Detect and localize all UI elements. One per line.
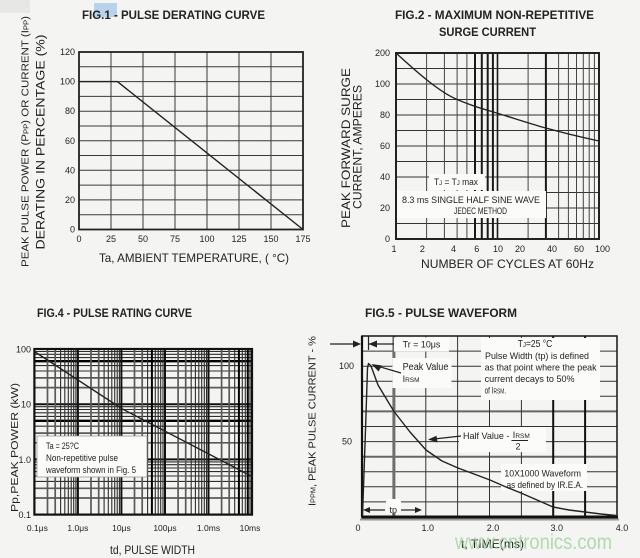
svg-text:100μs: 100μs xyxy=(153,523,176,533)
svg-text:2.0: 2.0 xyxy=(487,523,500,533)
svg-text:tp: tp xyxy=(390,505,398,515)
svg-text:JEDEC METHOD: JEDEC METHOD xyxy=(454,206,507,216)
svg-text:60: 60 xyxy=(574,244,584,254)
svg-text:TJ=25 °C: TJ=25 °C xyxy=(518,339,553,350)
svg-text:40: 40 xyxy=(547,244,557,254)
svg-text:1.0: 1.0 xyxy=(18,455,31,465)
svg-text:1: 1 xyxy=(391,244,396,254)
svg-text:10ms: 10ms xyxy=(240,523,261,533)
svg-text:1.0ms: 1.0ms xyxy=(197,523,220,533)
svg-text:100: 100 xyxy=(16,345,31,355)
svg-text:100: 100 xyxy=(60,77,75,87)
svg-text:PEAK PULSE POWER (PPP) OR CURR: PEAK PULSE POWER (PPP) OR CURRENT (IPP) xyxy=(20,16,32,267)
svg-text:10μs: 10μs xyxy=(112,523,131,533)
svg-text:80: 80 xyxy=(65,106,75,116)
svg-text:80: 80 xyxy=(380,110,390,120)
svg-text:PEAK FORWARD SURGE: PEAK FORWARD SURGE xyxy=(339,68,353,228)
svg-text:100: 100 xyxy=(595,244,610,254)
svg-text:10: 10 xyxy=(21,400,31,410)
svg-text:IRSM: IRSM xyxy=(513,430,530,440)
svg-text:6: 6 xyxy=(474,244,479,254)
svg-text:Ta, AMBIENT TEMPERATURE, ( °C): Ta, AMBIENT TEMPERATURE, ( °C) xyxy=(99,251,289,265)
svg-text:10: 10 xyxy=(493,244,503,254)
svg-text:2: 2 xyxy=(420,244,425,254)
svg-text:175: 175 xyxy=(295,234,310,244)
svg-text:TJ = TJ max: TJ = TJ max xyxy=(434,177,478,187)
svg-text:Tr = 10μs: Tr = 10μs xyxy=(403,340,441,350)
svg-text:1.0μs: 1.0μs xyxy=(67,523,88,533)
svg-text:60: 60 xyxy=(380,141,390,151)
svg-text:60: 60 xyxy=(65,136,75,146)
svg-text:40: 40 xyxy=(380,172,390,182)
svg-text:td, PULSE WIDTH: td, PULSE WIDTH xyxy=(110,543,195,557)
svg-text:8.3 ms SINGLE HALF SINE WAVE: 8.3 ms SINGLE HALF SINE WAVE xyxy=(402,195,540,205)
svg-text:20: 20 xyxy=(515,244,525,254)
svg-text:NUMBER OF CYCLES AT 60Hz: NUMBER OF CYCLES AT 60Hz xyxy=(421,257,594,271)
svg-text:20: 20 xyxy=(65,195,75,205)
svg-text:2: 2 xyxy=(516,442,521,452)
svg-text:4: 4 xyxy=(451,244,456,254)
svg-text:FIG.4 - PULSE RATING CURVE: FIG.4 - PULSE RATING CURVE xyxy=(37,306,192,320)
svg-text:0.1μs: 0.1μs xyxy=(27,523,48,533)
svg-text:125: 125 xyxy=(231,234,246,244)
svg-text:www.cntronics.com: www.cntronics.com xyxy=(454,530,612,554)
svg-text:0.1: 0.1 xyxy=(18,510,31,520)
svg-text:DERATING IN PERCENTAGE (%): DERATING IN PERCENTAGE (%) xyxy=(33,34,47,249)
svg-text:40: 40 xyxy=(65,165,75,175)
svg-text:10X1000 Waveform: 10X1000 Waveform xyxy=(504,468,581,479)
svg-text:100: 100 xyxy=(375,79,390,89)
svg-text:FIG.5 - PULSE WAVEFORM: FIG.5 - PULSE WAVEFORM xyxy=(365,306,517,320)
svg-text:Peak Value: Peak Value xyxy=(403,362,449,373)
svg-text:100: 100 xyxy=(199,234,214,244)
svg-text:0: 0 xyxy=(70,225,75,235)
svg-text:Half Value -: Half Value - xyxy=(463,431,509,442)
svg-text:Pulse Width (tp) is defined: Pulse Width (tp) is defined xyxy=(485,351,589,361)
svg-text:200: 200 xyxy=(375,48,390,58)
svg-text:IPPM, PEAK PULSE CURRENT - %: IPPM, PEAK PULSE CURRENT - % xyxy=(307,336,319,506)
svg-text:120: 120 xyxy=(60,47,75,57)
svg-text:FIG.2 - MAXIMUM NON-REPETITIVE: FIG.2 - MAXIMUM NON-REPETITIVE xyxy=(395,8,594,22)
svg-text:50: 50 xyxy=(138,234,148,244)
svg-text:as defined by IR.E.A.: as defined by IR.E.A. xyxy=(507,479,583,490)
svg-text:CURRENT, AMPERES: CURRENT, AMPERES xyxy=(351,85,365,209)
svg-text:1.0: 1.0 xyxy=(422,523,435,533)
svg-text:0: 0 xyxy=(385,234,390,244)
svg-text:SURGE CURRENT: SURGE CURRENT xyxy=(439,25,537,39)
svg-text:25: 25 xyxy=(106,234,116,244)
svg-text:100: 100 xyxy=(339,361,354,371)
svg-text:50: 50 xyxy=(342,437,352,447)
svg-text:IRSM: IRSM xyxy=(403,374,420,384)
svg-text:4.0: 4.0 xyxy=(616,523,629,533)
svg-text:as that point where the peak: as that point where the peak xyxy=(485,363,597,373)
svg-text:current decays to 50%: current decays to 50% xyxy=(485,374,575,384)
svg-text:Non-repetitive pulse: Non-repetitive pulse xyxy=(46,453,118,463)
svg-text:waveform shown in Fig. 5: waveform shown in Fig. 5 xyxy=(45,465,136,475)
svg-text:3.0: 3.0 xyxy=(551,523,564,533)
svg-text:Ta = 25?C: Ta = 25?C xyxy=(46,441,79,451)
svg-text:FIG.1 - PULSE DERATING CURVE: FIG.1 - PULSE DERATING CURVE xyxy=(82,8,265,22)
svg-text:0: 0 xyxy=(355,523,360,533)
svg-text:of IRSM.: of IRSM. xyxy=(485,386,507,396)
svg-text:0: 0 xyxy=(76,234,81,244)
svg-text:150: 150 xyxy=(263,234,278,244)
svg-text:Pp,PEAK POWER (kW): Pp,PEAK POWER (kW) xyxy=(10,383,21,512)
svg-text:20: 20 xyxy=(380,203,390,213)
svg-text:t, TIME(ms): t, TIME(ms) xyxy=(461,537,524,551)
svg-text:75: 75 xyxy=(170,234,180,244)
